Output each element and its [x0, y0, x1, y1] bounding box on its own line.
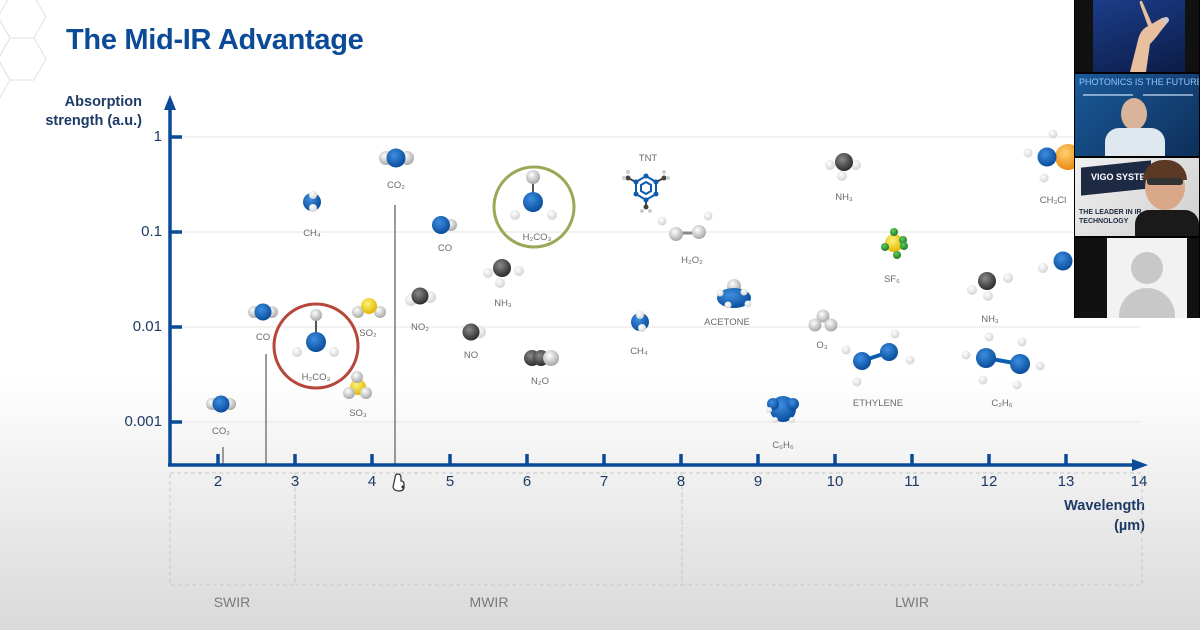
- video-tile-no-video[interactable]: [1075, 238, 1199, 318]
- molecule-nh3-c: [967, 272, 1013, 301]
- label-acetone: ACETONE: [704, 317, 750, 328]
- label-c6h6: C₆H₆: [772, 440, 794, 451]
- label-ch4-b: CH₄: [630, 346, 648, 357]
- x-tick-8: 8: [676, 473, 686, 490]
- y-tick-0.001: 0.001: [124, 413, 162, 430]
- molecule-no: [462, 323, 486, 341]
- molecule-h2co3-red: [292, 309, 339, 357]
- molecule-o3: [808, 309, 838, 332]
- video-tile-presenter-hand[interactable]: [1075, 0, 1199, 72]
- label-ch4-a: CH₄: [303, 228, 321, 239]
- label-no: NO: [463, 350, 479, 361]
- x-tick-7: 7: [599, 473, 609, 490]
- hand-image: [1130, 0, 1169, 72]
- y-axis-label-line1: Absorption: [64, 94, 142, 110]
- x-tick-11: 11: [904, 473, 920, 490]
- label-h2co3-red: H₂CO₃: [301, 372, 331, 383]
- molecule-so3: [343, 371, 372, 399]
- x-axis-label-line2: (µm): [1114, 518, 1145, 534]
- molecule-ch4-b: [631, 311, 649, 332]
- molecule-nh3-b: [825, 153, 861, 181]
- label-co-mwir: CO: [437, 243, 453, 254]
- label-so3: SO₃: [349, 408, 367, 419]
- label-co-swir: CO: [255, 332, 271, 343]
- highlight-circle-green: [492, 165, 576, 249]
- x-tick-10: 10: [826, 473, 844, 490]
- molecule-sf6: [881, 228, 908, 259]
- molecule-ethylene: [841, 329, 915, 387]
- video-tile-participant-1[interactable]: PHOTONICS IS THE FUTURE: [1075, 74, 1199, 156]
- axes: [164, 95, 1148, 471]
- y-tick-0.01: 0.01: [132, 318, 162, 335]
- video-tile-participant-2[interactable]: VIGO SYSTEM THE LEADER IN IR TECHNOLOGY: [1075, 158, 1199, 236]
- slide-title: The Mid-IR Advantage: [66, 24, 364, 56]
- x-axis-label: Wavelength (µm): [1030, 496, 1145, 536]
- reference-lines: [222, 205, 396, 465]
- label-h2co3-green: H₂CO₃: [522, 232, 552, 243]
- label-ethylene: ETHYLENE: [852, 398, 904, 409]
- label-h2o2: H₂O₂: [681, 255, 703, 266]
- x-tick-14: 14: [1130, 473, 1148, 490]
- vigo-logo: VIGO SYSTEM: [1091, 172, 1154, 182]
- label-nh3-a: NH₃: [494, 298, 512, 309]
- x-tick-3: 3: [290, 473, 300, 490]
- y-axis-label-line2: strength (a.u.): [45, 113, 142, 129]
- molecule-acetone: [716, 279, 752, 309]
- molecule-so2: [352, 298, 386, 318]
- band-boxes: [169, 472, 1143, 586]
- molecule-partial-right: [1038, 251, 1073, 273]
- avatar-head-icon: [1131, 252, 1163, 284]
- label-c2h6: C₂H₆: [991, 398, 1013, 409]
- molecule-c2h6: [961, 332, 1045, 390]
- backdrop-text-photonics: PHOTONICS IS THE FUTURE: [1079, 77, 1199, 87]
- label-sf6: SF₆: [884, 274, 900, 285]
- label-nh3-c: NH₃: [981, 314, 999, 325]
- x-tick-2: 2: [213, 473, 223, 490]
- molecule-ch4-a: [303, 191, 321, 212]
- molecule-c6h6: [766, 396, 799, 423]
- molecule-co2-swir: [206, 395, 236, 413]
- label-ch3cl: CH₃Cl: [1039, 195, 1067, 206]
- x-tick-9: 9: [753, 473, 763, 490]
- band-label-swir: SWIR: [213, 594, 251, 610]
- molecule-h2co3-green: [510, 170, 557, 220]
- hexagon-decoration: [0, 0, 47, 99]
- y-axis-label: Absorption strength (a.u.): [30, 93, 142, 131]
- molecule-h2o2: [657, 211, 713, 241]
- molecule-tnt: [622, 170, 670, 213]
- gridlines: [172, 136, 1140, 423]
- y-tick-0.1: 0.1: [141, 223, 162, 240]
- label-co2-mwir: CO₂: [387, 180, 405, 191]
- molecule-co-swir: [248, 303, 278, 321]
- molecule-nh3-a: [483, 259, 524, 288]
- x-tick-4: 4: [367, 473, 377, 490]
- video-call-panel: PHOTONICS IS THE FUTURE VIGO SYSTEM THE …: [1074, 0, 1200, 318]
- molecule-n2o: [524, 350, 559, 366]
- avatar-body-icon: [1119, 288, 1175, 318]
- x-tick-12: 12: [980, 473, 998, 490]
- label-co2-swir: CO₂: [212, 426, 230, 437]
- x-tick-6: 6: [522, 473, 532, 490]
- molecule-co2-mwir: [379, 148, 414, 168]
- x-axis-label-line1: Wavelength: [1064, 498, 1145, 514]
- highlight-circle-red: [272, 302, 360, 390]
- molecule-no2: [405, 287, 436, 306]
- band-label-mwir: MWIR: [469, 594, 509, 610]
- x-tick-13: 13: [1057, 473, 1075, 490]
- label-no2: NO₂: [411, 322, 429, 333]
- y-tick-1: 1: [153, 128, 162, 145]
- band-label-lwir: LWIR: [895, 594, 929, 610]
- hand-cursor-icon: [392, 473, 405, 492]
- backdrop-text-leader: THE LEADER IN IR TECHNOLOGY: [1079, 209, 1142, 225]
- x-tick-5: 5: [445, 473, 455, 490]
- label-n2o: N₂O: [531, 376, 549, 387]
- molecule-co-mwir: [432, 216, 457, 234]
- label-nh3-b: NH₃: [835, 192, 853, 203]
- label-so2: SO₂: [359, 328, 377, 339]
- avatar-placeholder: [1107, 238, 1187, 318]
- label-o3: O₃: [816, 340, 828, 351]
- label-tnt: TNT: [638, 153, 658, 164]
